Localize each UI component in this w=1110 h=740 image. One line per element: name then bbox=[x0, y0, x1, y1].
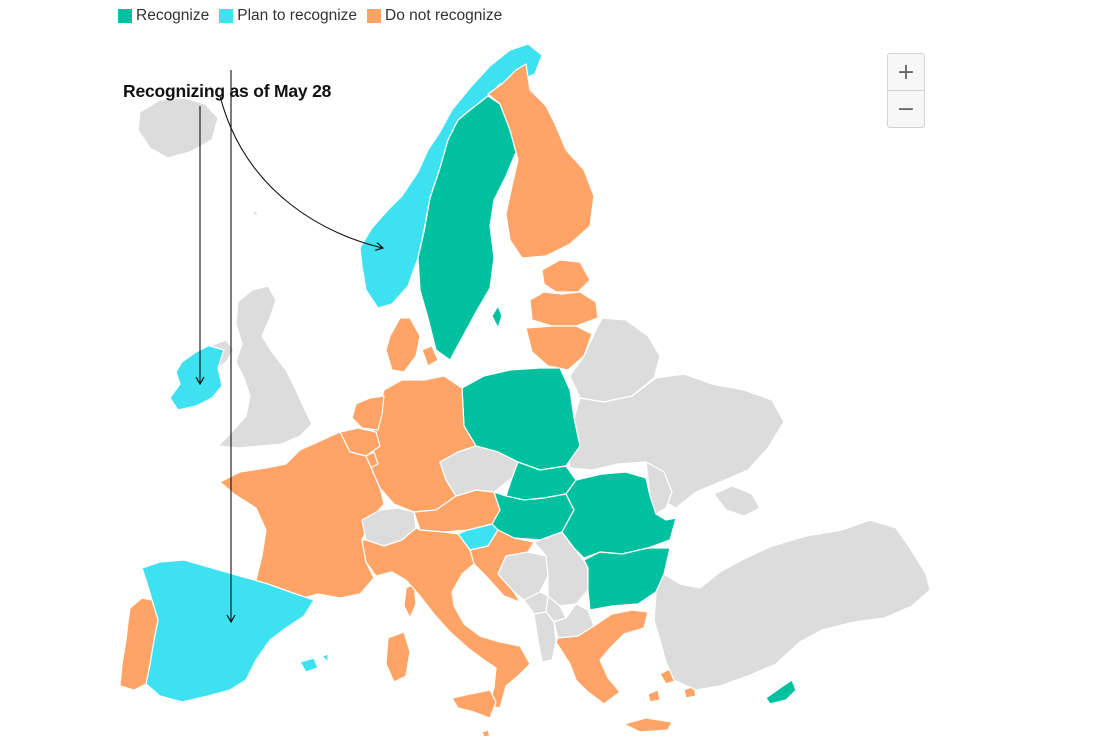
legend-swatch-recognize bbox=[118, 9, 132, 23]
legend-label-plan: Plan to recognize bbox=[237, 7, 358, 24]
country-turkey[interactable] bbox=[653, 519, 931, 691]
country-belarus[interactable] bbox=[569, 317, 661, 403]
country-denmark-islands[interactable] bbox=[421, 345, 439, 367]
country-finland[interactable] bbox=[487, 63, 595, 259]
country-united-kingdom[interactable] bbox=[217, 285, 313, 449]
country-iceland[interactable] bbox=[137, 97, 219, 159]
zoom-control: + − bbox=[887, 53, 925, 128]
legend-item-plan: Plan to recognize bbox=[219, 7, 357, 25]
zoom-out-button[interactable]: − bbox=[888, 90, 924, 127]
country-sicily[interactable] bbox=[451, 689, 497, 719]
legend: Recognize Plan to recognize Do not recog… bbox=[118, 7, 512, 25]
country-faroe-marker[interactable] bbox=[251, 209, 259, 217]
country-albania[interactable] bbox=[533, 611, 557, 663]
arrow-to-norway bbox=[219, 95, 385, 251]
legend-item-recognize: Recognize bbox=[118, 7, 209, 25]
legend-swatch-plan bbox=[219, 9, 234, 23]
country-malta[interactable] bbox=[481, 729, 491, 738]
country-uk-northern-ireland[interactable] bbox=[209, 339, 235, 369]
zoom-in-button[interactable]: + bbox=[896, 59, 916, 85]
country-portugal[interactable] bbox=[119, 597, 159, 691]
country-ireland[interactable] bbox=[169, 343, 225, 411]
country-italy[interactable] bbox=[361, 527, 531, 709]
country-sweden[interactable] bbox=[417, 95, 517, 361]
country-crimea[interactable] bbox=[713, 485, 761, 517]
country-sardinia[interactable] bbox=[385, 631, 411, 683]
country-gotland[interactable] bbox=[491, 305, 503, 329]
legend-swatch-not bbox=[367, 9, 382, 23]
legend-label-recognize: Recognize bbox=[136, 7, 210, 24]
country-crete[interactable] bbox=[623, 717, 673, 733]
country-balearics[interactable] bbox=[299, 653, 329, 673]
country-france[interactable] bbox=[219, 431, 385, 601]
annotation-arrows bbox=[195, 70, 385, 624]
country-greece[interactable] bbox=[555, 609, 649, 705]
country-estonia[interactable] bbox=[541, 259, 591, 293]
annotation-title: Recognizing as of May 28 bbox=[123, 81, 332, 101]
country-cyprus[interactable] bbox=[765, 679, 797, 705]
country-denmark[interactable] bbox=[385, 317, 421, 373]
country-latvia[interactable] bbox=[529, 291, 599, 327]
country-netherlands[interactable] bbox=[351, 395, 385, 431]
country-ukraine[interactable] bbox=[565, 373, 785, 509]
legend-item-not: Do not recognize bbox=[367, 7, 502, 25]
legend-label-not: Do not recognize bbox=[385, 7, 503, 24]
countries-layer bbox=[119, 43, 931, 738]
